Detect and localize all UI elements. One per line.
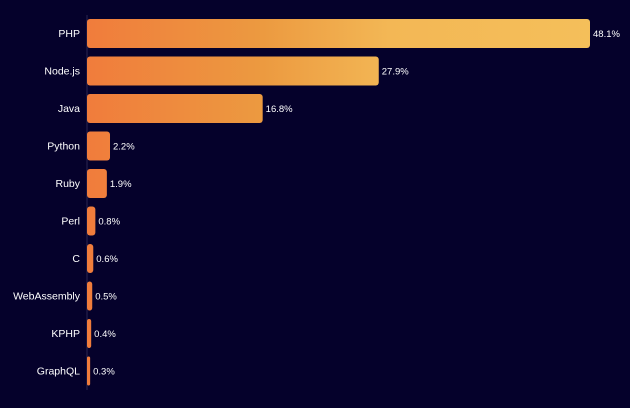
category-label: PHP bbox=[58, 28, 80, 40]
category-label: Perl bbox=[61, 216, 80, 228]
bar bbox=[87, 206, 96, 236]
bar-row-node-js: Node.js 27.9% bbox=[44, 56, 409, 86]
bar-row-python: Python 2.2% bbox=[47, 131, 135, 161]
category-label: Ruby bbox=[55, 178, 80, 190]
category-label: KPHP bbox=[51, 328, 80, 340]
value-label: 16.8% bbox=[266, 104, 293, 115]
bar bbox=[87, 19, 590, 48]
bar bbox=[87, 56, 379, 86]
bar-row-c: C 0.6% bbox=[72, 244, 118, 273]
bars-layer: PHP 48.1% Node.js 27.9% Java 16.8% Python 2.2% R… bbox=[13, 15, 620, 390]
value-label: 1.9% bbox=[110, 179, 132, 190]
bar bbox=[87, 319, 92, 348]
bar-row-php: PHP 48.1% bbox=[58, 19, 620, 48]
bar-row-graphql: GraphQL 0.3% bbox=[37, 356, 115, 386]
bar bbox=[87, 244, 94, 273]
bar-row-java: Java 16.8% bbox=[58, 94, 293, 123]
value-label: 2.2% bbox=[113, 142, 135, 153]
category-label: Python bbox=[47, 141, 80, 153]
bar bbox=[87, 169, 107, 198]
value-label: 48.1% bbox=[593, 29, 620, 40]
bar-row-kphp: KPHP 0.4% bbox=[51, 319, 116, 348]
value-label: 0.8% bbox=[98, 217, 120, 228]
value-label: 0.5% bbox=[95, 292, 117, 303]
bar-row-webassembly: WebAssembly 0.5% bbox=[13, 281, 117, 311]
bar-row-ruby: Ruby 1.9% bbox=[55, 169, 132, 198]
category-label: WebAssembly bbox=[13, 291, 81, 303]
category-label: Node.js bbox=[44, 66, 80, 78]
value-label: 0.3% bbox=[93, 367, 115, 378]
value-label: 0.6% bbox=[96, 254, 118, 265]
category-label: C bbox=[72, 253, 80, 265]
value-label: 27.9% bbox=[382, 67, 409, 78]
bar bbox=[87, 281, 93, 311]
category-label: Java bbox=[58, 103, 80, 115]
bar bbox=[87, 356, 91, 386]
bar bbox=[87, 94, 263, 123]
bar-row-perl: Perl 0.8% bbox=[61, 206, 121, 236]
bar bbox=[87, 131, 111, 161]
category-label: GraphQL bbox=[37, 366, 80, 378]
value-label: 0.4% bbox=[94, 329, 116, 340]
